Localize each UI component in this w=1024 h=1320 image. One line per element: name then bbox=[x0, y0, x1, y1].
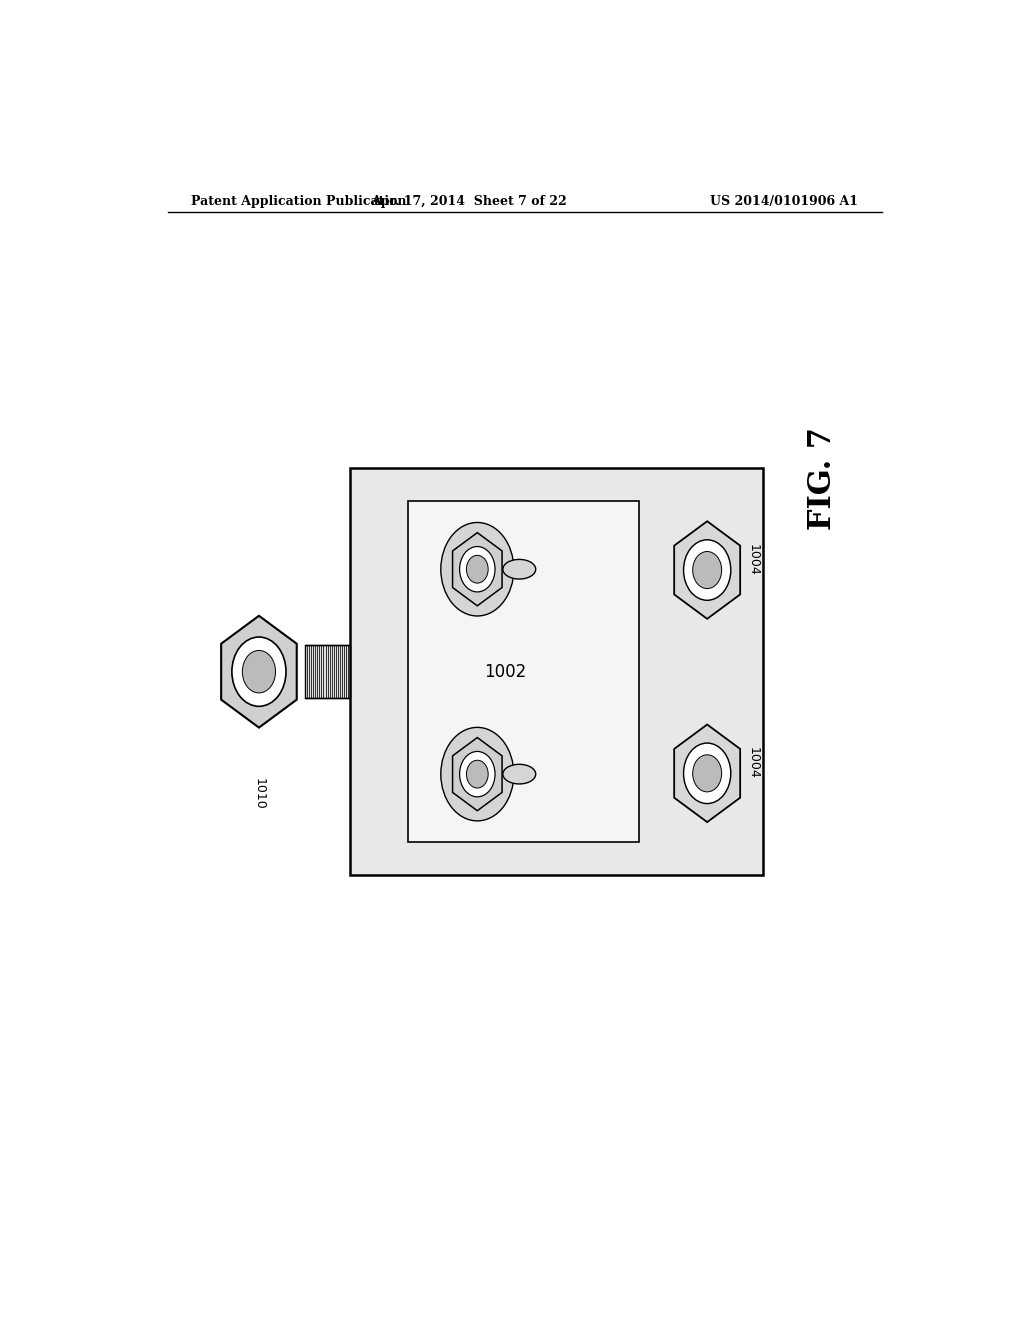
Text: 1004: 1004 bbox=[746, 544, 760, 576]
Text: 1004: 1004 bbox=[746, 747, 760, 779]
Text: Patent Application Publication: Patent Application Publication bbox=[191, 194, 407, 207]
Circle shape bbox=[684, 743, 731, 804]
Text: 1002: 1002 bbox=[484, 663, 526, 681]
Polygon shape bbox=[674, 725, 740, 822]
Text: US 2014/0101906 A1: US 2014/0101906 A1 bbox=[710, 194, 858, 207]
Bar bbox=[408, 500, 639, 842]
Circle shape bbox=[467, 556, 488, 583]
Bar bbox=[350, 469, 763, 875]
Text: 1010: 1010 bbox=[253, 779, 265, 810]
Polygon shape bbox=[453, 533, 502, 606]
Polygon shape bbox=[453, 738, 502, 810]
Circle shape bbox=[467, 760, 488, 788]
Circle shape bbox=[460, 751, 495, 797]
Ellipse shape bbox=[503, 560, 536, 579]
Circle shape bbox=[684, 540, 731, 601]
Circle shape bbox=[692, 552, 722, 589]
Bar bbox=[305, 645, 350, 698]
Text: Apr. 17, 2014  Sheet 7 of 22: Apr. 17, 2014 Sheet 7 of 22 bbox=[372, 194, 567, 207]
Circle shape bbox=[440, 727, 514, 821]
Circle shape bbox=[440, 523, 514, 616]
Ellipse shape bbox=[503, 764, 536, 784]
Circle shape bbox=[692, 755, 722, 792]
Circle shape bbox=[460, 546, 495, 591]
Circle shape bbox=[231, 638, 286, 706]
Polygon shape bbox=[221, 615, 297, 727]
Circle shape bbox=[243, 651, 275, 693]
Bar bbox=[350, 469, 763, 875]
Text: FIG. 7: FIG. 7 bbox=[807, 428, 838, 531]
Polygon shape bbox=[674, 521, 740, 619]
